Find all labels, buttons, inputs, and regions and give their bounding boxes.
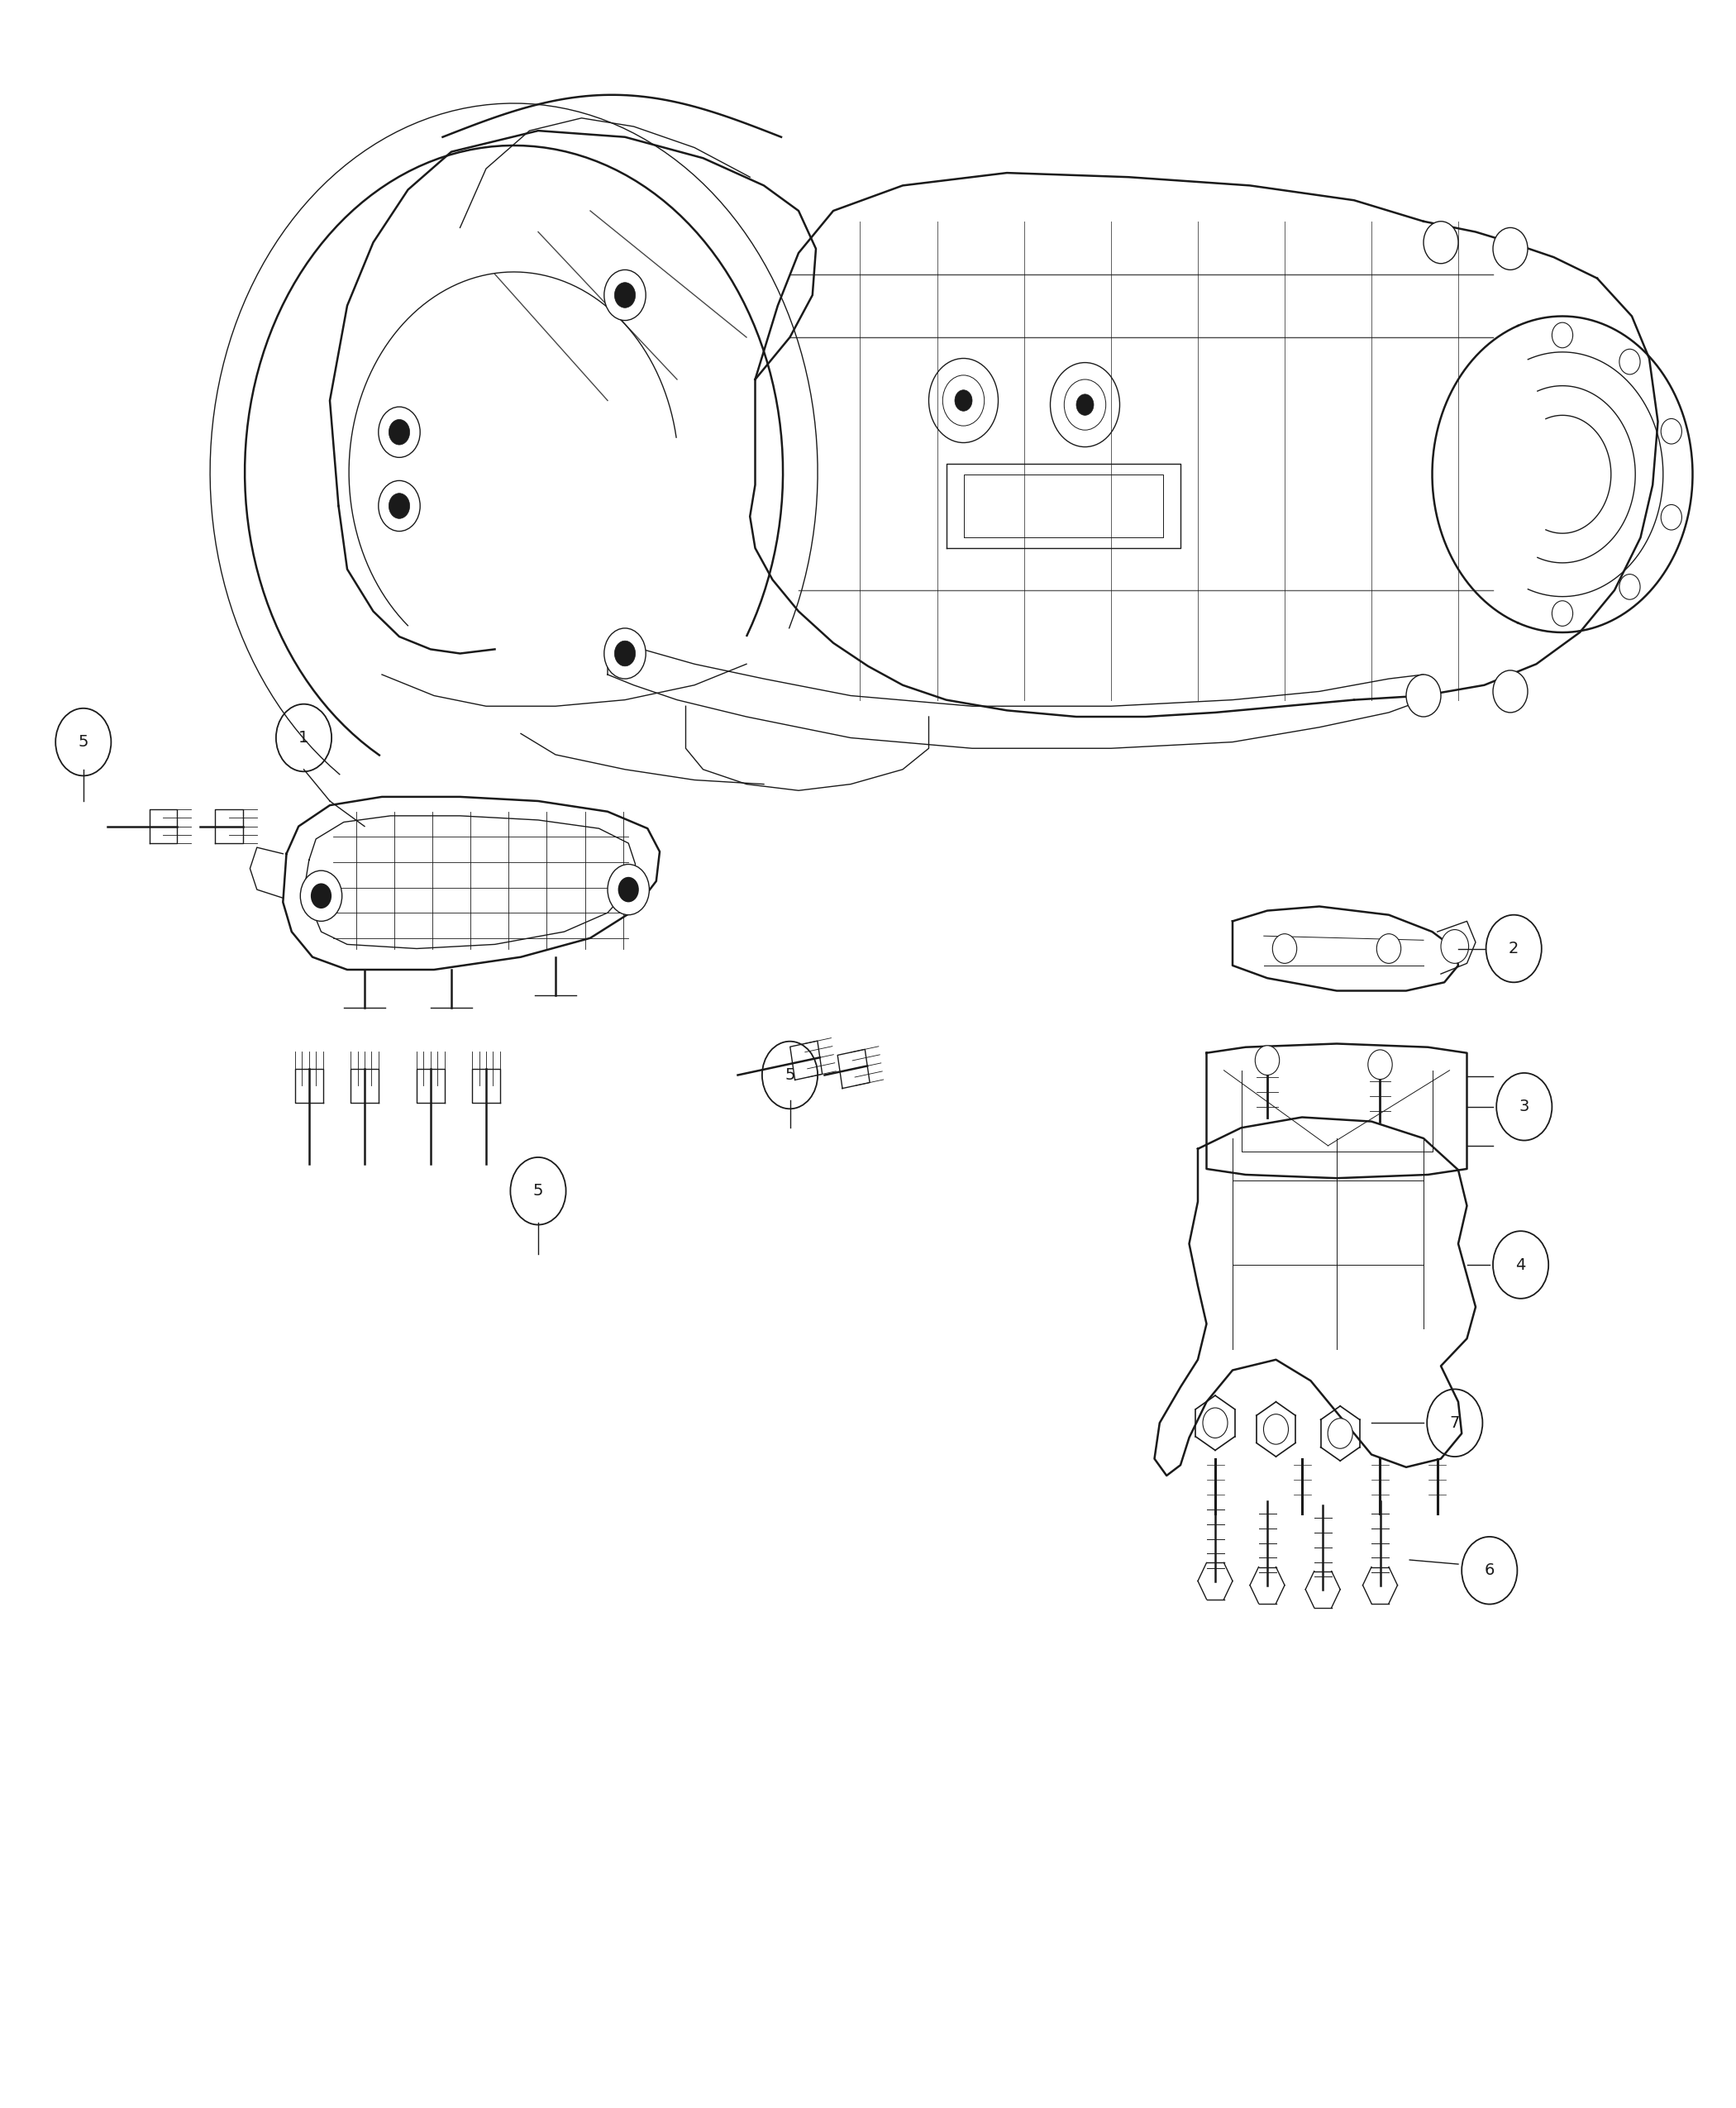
Circle shape (1377, 934, 1401, 963)
Circle shape (378, 407, 420, 457)
Text: 2: 2 (1509, 940, 1519, 957)
Text: 1: 1 (299, 729, 309, 746)
Circle shape (1620, 350, 1641, 375)
Circle shape (300, 871, 342, 921)
Circle shape (1620, 573, 1641, 599)
Circle shape (389, 493, 410, 519)
Circle shape (1552, 323, 1573, 348)
Circle shape (1493, 670, 1528, 713)
Circle shape (615, 282, 635, 308)
Text: 5: 5 (78, 734, 89, 750)
Circle shape (955, 390, 972, 411)
Circle shape (1272, 934, 1297, 963)
Text: 5: 5 (533, 1183, 543, 1199)
Circle shape (615, 641, 635, 666)
Circle shape (1076, 394, 1094, 415)
Circle shape (1406, 675, 1441, 717)
Text: 7: 7 (1450, 1414, 1460, 1431)
Circle shape (1493, 228, 1528, 270)
Circle shape (1264, 1414, 1288, 1444)
Circle shape (604, 270, 646, 320)
Circle shape (604, 628, 646, 679)
Circle shape (1661, 419, 1682, 445)
Circle shape (1441, 930, 1469, 963)
Circle shape (1203, 1408, 1227, 1438)
Circle shape (618, 877, 639, 902)
Circle shape (1661, 504, 1682, 529)
Text: 4: 4 (1516, 1256, 1526, 1273)
Text: 5: 5 (785, 1067, 795, 1084)
Circle shape (378, 481, 420, 531)
Text: 3: 3 (1519, 1098, 1529, 1115)
Circle shape (608, 864, 649, 915)
Circle shape (389, 419, 410, 445)
Circle shape (1368, 1050, 1392, 1079)
Text: 6: 6 (1484, 1562, 1495, 1579)
Circle shape (1255, 1046, 1279, 1075)
Circle shape (311, 883, 332, 909)
Circle shape (1328, 1419, 1352, 1448)
Circle shape (1552, 601, 1573, 626)
Circle shape (1424, 221, 1458, 264)
